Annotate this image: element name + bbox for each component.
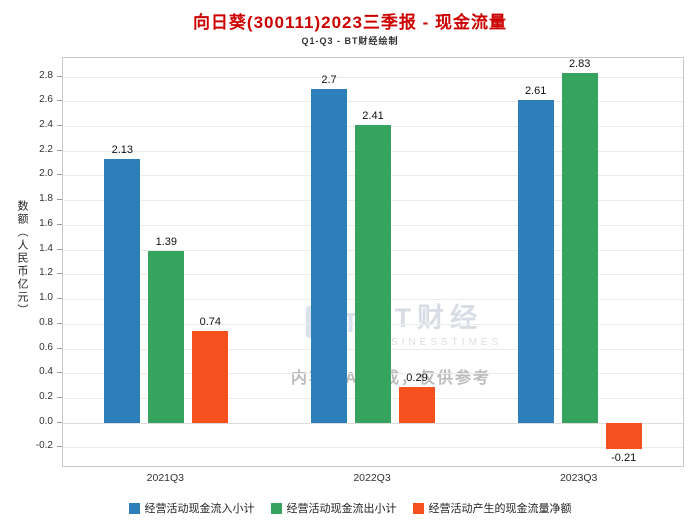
grid-line xyxy=(63,101,683,103)
chart-title: 向日葵(300111)2023三季报 - 现金流量 xyxy=(192,13,508,32)
bar-value-label: 2.7 xyxy=(321,73,337,86)
x-axis-tick-label: 2023Q3 xyxy=(559,472,598,484)
bar-value-label: 2.41 xyxy=(362,109,384,122)
y-axis-tick-mark xyxy=(57,75,62,77)
y-axis-tick-mark xyxy=(57,223,62,225)
logo-bar-icon xyxy=(306,306,314,338)
bar xyxy=(517,100,554,423)
bar-value-label: 1.39 xyxy=(155,235,178,248)
y-axis-tick-label: 0.0 xyxy=(39,415,53,427)
bar xyxy=(148,250,185,423)
y-axis-tick-label: 1.6 xyxy=(39,217,53,229)
grid-line xyxy=(63,76,683,78)
y-axis-tick-label: 0.2 xyxy=(39,391,53,402)
watermark-brand-sub: BUSINESSTIMES xyxy=(369,337,503,348)
y-axis-tick-mark xyxy=(57,446,62,448)
bar-value-label: 2.83 xyxy=(568,57,591,70)
legend-swatch xyxy=(412,502,424,514)
plot-area: T BT财经 BUSINESSTIMES 内容由AI生成，仅供参考 2.13 1.… xyxy=(62,57,684,467)
legend-label: 经营活动现金流出小计 xyxy=(286,503,397,515)
y-axis-tick-mark xyxy=(57,347,62,349)
grid-line xyxy=(63,447,683,449)
y-axis-tick-mark xyxy=(57,273,62,275)
bar-value-label: 0.74 xyxy=(199,316,222,329)
bar-value-label: 0.29 xyxy=(406,371,428,384)
y-axis-tick-mark xyxy=(57,397,62,398)
legend-swatch xyxy=(128,502,140,514)
bar xyxy=(561,72,598,423)
legend-item: 经营活动现金流入小计 xyxy=(128,500,255,516)
y-axis-tick-mark xyxy=(57,421,62,423)
y-axis-tick-mark xyxy=(57,248,62,250)
y-axis-tick-mark xyxy=(57,125,62,126)
y-axis-tick-mark xyxy=(57,199,62,201)
y-axis-tick-mark xyxy=(57,322,62,324)
grid-line xyxy=(63,422,683,424)
y-axis-tick-mark xyxy=(57,149,62,151)
bar-value-label: -0.21 xyxy=(611,451,637,464)
bar xyxy=(355,124,391,423)
legend-item: 经营活动产生的现金流量净额 xyxy=(412,500,572,516)
y-axis-tick-label: 1.4 xyxy=(39,242,53,254)
bar xyxy=(311,88,347,423)
y-axis-tick-mark xyxy=(57,298,62,300)
legend-swatch xyxy=(270,502,282,514)
y-axis-tick-label: 2.0 xyxy=(39,168,53,180)
y-axis-tick-label: 2.8 xyxy=(39,69,53,81)
y-axis-tick-mark xyxy=(57,100,62,102)
legend: 经营活动现金流入小计 经营活动现金流出小计 经营活动产生的现金流量净额 xyxy=(0,500,700,516)
legend-label: 经营活动产生的现金流量净额 xyxy=(428,503,572,515)
y-axis-tick-label: 2.4 xyxy=(39,119,53,130)
bar xyxy=(399,386,435,423)
y-axis-tick-label: 1.2 xyxy=(39,267,53,279)
chart-subtitle: Q1-Q3 - BT财经绘制 xyxy=(301,36,399,46)
bar-value-label: 2.61 xyxy=(524,85,547,98)
bar-value-label: 2.13 xyxy=(111,144,134,157)
y-axis-label: 数额（人民币亿元） xyxy=(16,200,28,317)
bar xyxy=(605,422,642,449)
x-axis-tick-label: 2021Q3 xyxy=(146,472,185,484)
legend-label: 经营活动现金流入小计 xyxy=(144,503,255,515)
y-axis-tick-label: 2.6 xyxy=(39,94,53,106)
y-axis-tick-label: 2.2 xyxy=(39,143,53,155)
bar xyxy=(104,159,141,423)
legend-item: 经营活动现金流出小计 xyxy=(270,500,397,516)
x-axis-tick-label: 2022Q3 xyxy=(353,472,391,484)
bar xyxy=(192,331,229,423)
y-axis-tick-label: 1.0 xyxy=(39,292,53,304)
y-axis-tick-label: 0.6 xyxy=(39,341,53,353)
y-axis-tick-label: 1.8 xyxy=(39,193,53,205)
y-axis-tick-label: -0.2 xyxy=(35,440,53,452)
y-axis-tick-label: 0.8 xyxy=(39,316,53,328)
y-axis-tick-label: 0.4 xyxy=(39,366,53,378)
y-axis-tick-mark xyxy=(57,174,62,176)
y-axis-tick-mark xyxy=(57,372,62,374)
